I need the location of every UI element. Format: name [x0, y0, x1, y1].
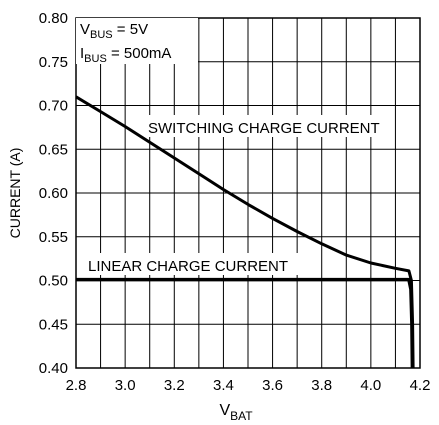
- x-tick-label: 3.0: [115, 377, 136, 394]
- plot-frame: [75, 17, 421, 369]
- x-tick-label: 4.2: [410, 377, 431, 394]
- legend-vbus: VBUS = 5V: [80, 21, 148, 41]
- switching-charge-curve: [75, 95, 415, 369]
- legend-box-bg: [76, 18, 198, 64]
- grid: [76, 18, 420, 368]
- legend-ibus: IBUS = 500mA: [80, 45, 171, 65]
- x-tick-label: 2.8: [66, 377, 87, 394]
- y-tick-label: 0.65: [39, 141, 68, 158]
- y-tick-label: 0.80: [39, 10, 68, 27]
- x-tick-label: 3.4: [213, 377, 234, 394]
- x-axis-label: VBAT: [219, 402, 253, 423]
- y-tick-label: 0.40: [39, 360, 68, 377]
- switching-label-bg: [144, 115, 390, 137]
- switching-charge-label: SWITCHING CHARGE CURRENT: [148, 120, 380, 137]
- y-tick-label: 0.55: [39, 229, 68, 246]
- y-tick-label: 0.75: [39, 54, 68, 71]
- tick-labels: 2.8 3.0 3.2 3.4 3.6 3.8 4.0 4.2 0.80 0.75 0.70 0.65…: [39, 10, 431, 394]
- linear-charge-curve: [76, 277, 415, 369]
- y-tick-label: 0.70: [39, 98, 68, 115]
- y-tick-label: 0.60: [39, 185, 68, 202]
- x-tick-label: 3.6: [262, 377, 283, 394]
- y-tick-label: 0.50: [39, 273, 68, 290]
- x-tick-label: 4.0: [360, 377, 381, 394]
- linear-charge-label: LINEAR CHARGE CURRENT: [88, 258, 288, 275]
- y-tick-label: 0.45: [39, 316, 68, 333]
- x-tick-label: 3.2: [164, 377, 185, 394]
- y-axis-label: CURRENT (A): [7, 148, 23, 239]
- x-tick-label: 3.8: [311, 377, 332, 394]
- linear-label-bg: [84, 253, 298, 275]
- plot-border: [75, 17, 421, 369]
- curves: [75, 95, 415, 369]
